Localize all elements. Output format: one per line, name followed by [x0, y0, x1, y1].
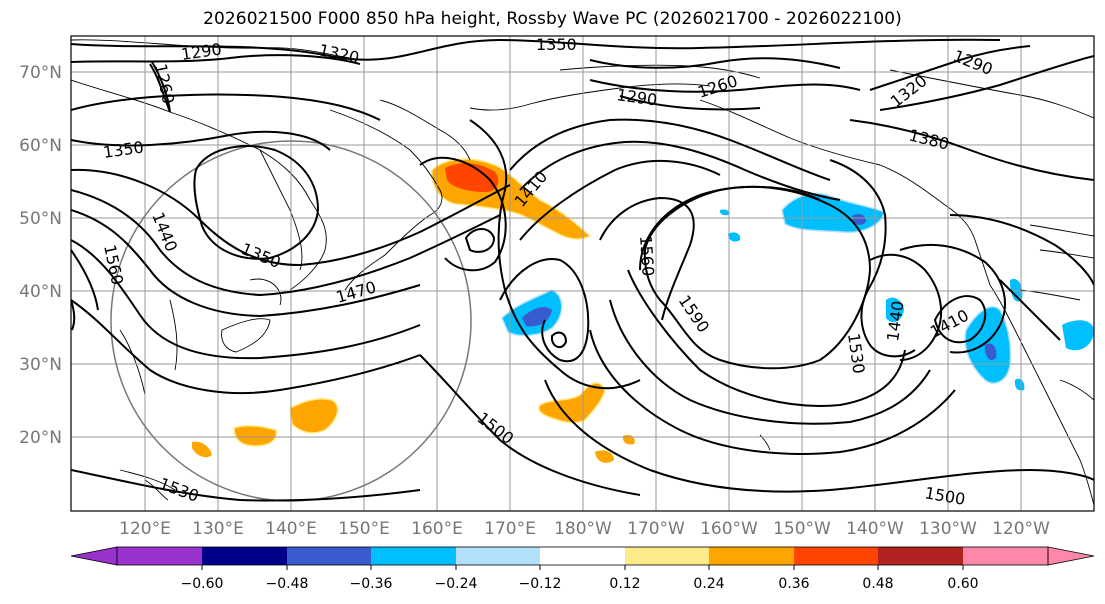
colorbar-segment	[371, 547, 456, 565]
negative-anomaly-east-1	[886, 297, 904, 323]
lon-label: 160°W	[700, 519, 758, 539]
colorbar-segment	[878, 547, 963, 565]
lon-label: 120°E	[119, 519, 171, 539]
negative-anomaly-east-3	[1010, 279, 1023, 302]
negative-anomaly-small-1	[728, 232, 741, 242]
colorbar-segment	[202, 547, 287, 565]
positive-anomaly-west-pacific	[289, 397, 339, 434]
strong-negative-anomaly-california	[984, 343, 997, 361]
colorbar-segment	[540, 547, 625, 565]
lon-label: 120°W	[992, 519, 1050, 539]
colorbar-segment	[625, 547, 709, 565]
positive-anomaly-west-pacific-2	[233, 425, 278, 447]
colorbar-tick-label: −0.48	[266, 576, 309, 592]
lat-label: 40°N	[19, 282, 62, 302]
colorbar-segment	[456, 547, 540, 565]
colorbar-tick-label: 0.48	[862, 576, 893, 592]
lon-label: 130°E	[192, 519, 244, 539]
lon-label: 140°E	[265, 519, 317, 539]
colorbar-segment	[709, 547, 794, 565]
colorbar-min-extension	[70, 546, 118, 566]
lon-label: 160°E	[411, 519, 463, 539]
graticule	[71, 36, 1094, 511]
lon-label: 150°W	[773, 519, 831, 539]
colorbar-segment	[963, 547, 1048, 565]
colorbar-segment	[117, 547, 202, 565]
lon-label: 180°W	[554, 519, 612, 539]
lon-label: 170°E	[484, 519, 536, 539]
colorbar: −0.60 −0.48 −0.36 −0.24 −0.12 0.12 0.24 …	[70, 546, 1095, 592]
colorbar-segment	[794, 547, 878, 565]
colorbar-tick-label: −0.24	[435, 576, 478, 592]
positive-anomaly-small-1	[192, 441, 212, 458]
colorbar-max-extension	[1047, 546, 1095, 566]
lat-label: 60°N	[19, 136, 62, 156]
contour-label: 1350	[536, 35, 577, 54]
lat-label: 70°N	[19, 63, 62, 83]
lon-label: 150°E	[338, 519, 390, 539]
colorbar-tick-label: −0.36	[350, 576, 393, 592]
contour-label: 1560	[636, 235, 658, 277]
lat-label: 50°N	[19, 209, 62, 229]
lon-label: 130°W	[919, 519, 977, 539]
height-contours	[71, 38, 1094, 502]
colorbar-tick-label: 0.24	[693, 576, 724, 592]
negative-anomaly-small-2	[719, 209, 730, 216]
positive-anomaly-central-pacific	[538, 382, 606, 424]
strong-negative-anomaly-northeast	[852, 214, 866, 225]
colorbar-tick-label: −0.12	[519, 576, 562, 592]
colorbar-tick-label: 0.36	[778, 576, 809, 592]
colorbar-tick-label: 0.12	[609, 576, 640, 592]
lat-label: 30°N	[19, 355, 62, 375]
lon-label: 170°W	[627, 519, 685, 539]
colorbar-tick-label: 0.60	[947, 576, 978, 592]
positive-anomaly-small-2	[595, 450, 614, 463]
negative-anomaly-small-3	[1014, 378, 1025, 391]
longitude-labels: 120°E 130°E 140°E 150°E 160°E 170°E 180°…	[119, 519, 1050, 539]
coastlines	[71, 39, 1094, 506]
latitude-labels: 70°N 60°N 50°N 40°N 30°N 20°N	[19, 63, 62, 448]
map-title: 2026021500 F000 850 hPa height, Rossby W…	[203, 9, 902, 29]
lon-label: 140°W	[846, 519, 904, 539]
map-frame	[70, 35, 1095, 512]
colorbar-tick-label: −0.60	[181, 576, 224, 592]
lat-label: 20°N	[19, 428, 62, 448]
negative-anomaly-east-2	[1062, 320, 1094, 351]
strong-positive-anomaly	[445, 163, 499, 192]
colorbar-segment	[287, 547, 371, 565]
